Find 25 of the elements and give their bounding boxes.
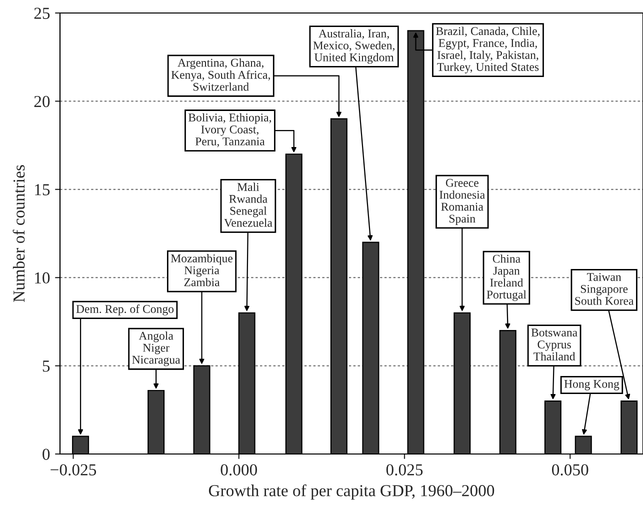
y-tick-label: 20 <box>34 96 50 108</box>
y-tick-label: 5 <box>42 360 50 372</box>
annotation: Australia, Iran, Mexico, Sweden, United Kingdom <box>313 29 394 64</box>
annotation: Hong Kong <box>564 380 620 390</box>
x-tick-label: 0.025 <box>386 464 423 476</box>
annotation: Dem. Rep. of Congo <box>76 304 174 316</box>
annotation: Mozambique Nigeria Zambia <box>170 254 233 286</box>
y-tick-label: 15 <box>35 184 50 196</box>
y-tick-label: 10 <box>35 272 50 284</box>
annotation: Botswana Cyprus Thailand <box>531 328 578 360</box>
annotation: Brazil, Canada, Chile, Egypt, France, India, Israel, Italy, Pakistan, Turkey, United States <box>436 26 540 74</box>
x-axis-title: Growth rate of per capita GDP, 1960–2000 <box>208 484 494 500</box>
y-tick-label: 0 <box>42 448 50 460</box>
annotation: Argentina, Ghana, Kenya, South Africa, Switzerland <box>171 58 270 91</box>
annotation: Mali Rwanda Senegal Venezuela <box>224 182 272 227</box>
x-tick-label: −0.025 <box>50 464 96 476</box>
annotation: Taiwan Singapore South Korea <box>575 273 634 305</box>
annotation: Angola Niger Nicaragua <box>132 331 180 366</box>
x-tick-label: 0.050 <box>552 464 588 476</box>
y-tick-label: 25 <box>34 8 50 19</box>
x-tick-label: 0.000 <box>220 464 257 476</box>
y-axis-title: Number of countries <box>12 165 25 302</box>
annotation: China Japan Ireland Portugal <box>486 254 526 302</box>
annotation: Bolivia, Ethiopia, Ivory Coast, Peru, Tanzania <box>188 113 272 148</box>
annotation: Greece Indonesia Romania Spain <box>440 178 485 226</box>
